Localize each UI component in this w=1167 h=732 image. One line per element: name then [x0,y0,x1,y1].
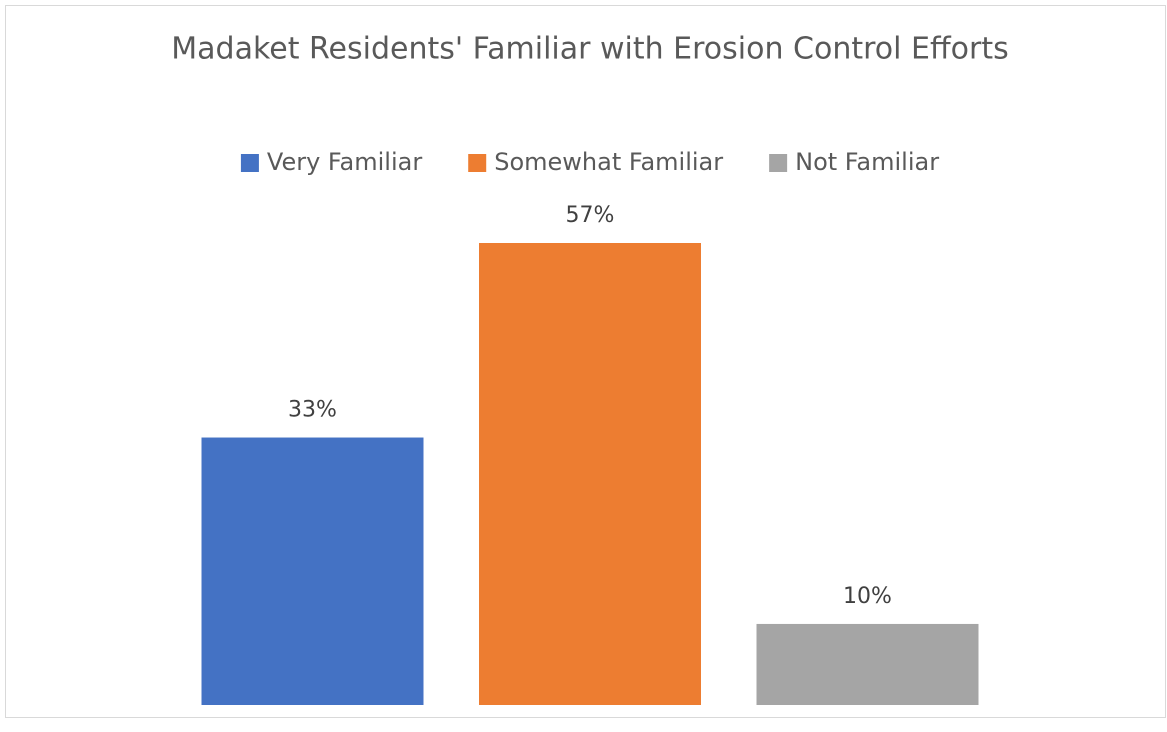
chart-title: Madaket Residents' Familiar with Erosion… [171,32,1008,67]
legend-swatch [468,154,487,172]
legend-swatch [240,154,259,172]
legend-label: Somewhat Familiar [494,148,723,176]
legend-label: Not Familiar [795,148,939,176]
bar [756,623,979,705]
bar [201,437,424,705]
data-label: 10% [843,584,892,609]
data-label: 33% [288,398,337,423]
legend-swatch [769,154,788,172]
legend-label: Very Familiar [267,148,422,176]
bar [479,243,701,705]
data-label: 57% [566,203,615,228]
